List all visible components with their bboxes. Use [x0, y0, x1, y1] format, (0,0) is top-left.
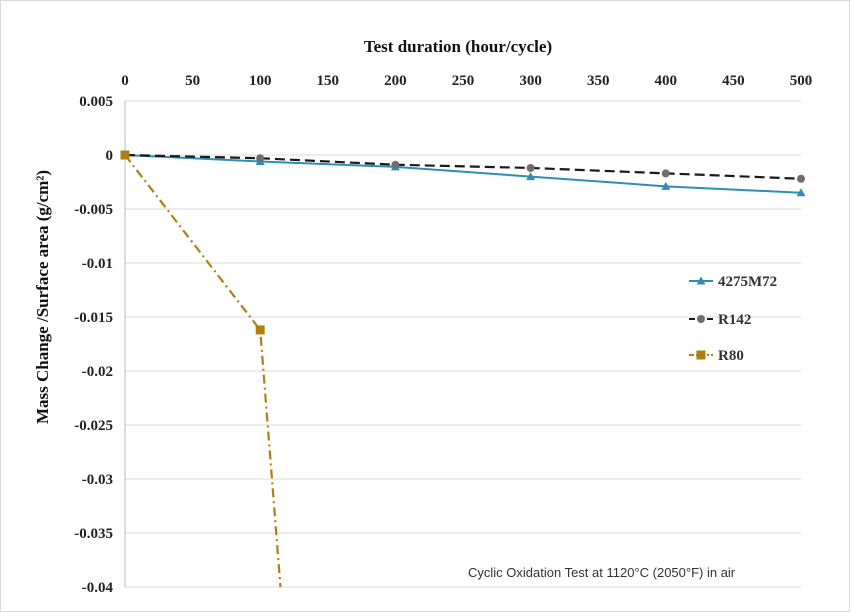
data-point-4275m72	[661, 181, 671, 190]
legend: 4275M72 R142 R80	[689, 274, 777, 364]
annotation-text: Cyclic Oxidation Test at 1120°C (2050°F)…	[468, 565, 736, 580]
legend-swatch-marker	[697, 315, 705, 323]
x-tick-label: 0	[121, 73, 129, 89]
y-tick-label: -0.01	[82, 256, 113, 272]
x-tick-label: 350	[587, 73, 610, 89]
series	[120, 150, 806, 588]
legend-label: R142	[718, 312, 751, 328]
legend-swatch-marker	[696, 276, 706, 285]
data-point-r142	[661, 169, 670, 178]
x-tick-label: 150	[317, 73, 340, 89]
y-tick-label: -0.04	[82, 580, 114, 596]
legend-entry-r80: R80	[689, 348, 744, 364]
series-r142	[121, 151, 805, 183]
y-tick-label: -0.03	[82, 472, 113, 488]
legend-label: 4275M72	[718, 274, 777, 290]
x-tick-label: 250	[452, 73, 475, 89]
x-tick-label: 300	[519, 73, 542, 89]
y-tick-label: -0.02	[82, 364, 113, 380]
series-line-r80	[124, 154, 282, 588]
data-point-r142	[256, 154, 265, 163]
y-axis-title: Mass Change /Surface area (g/cm²)	[33, 170, 52, 424]
data-point-4275m72	[526, 172, 536, 181]
x-axis-title: Test duration (hour/cycle)	[364, 37, 552, 56]
legend-swatch-marker	[696, 350, 706, 360]
x-tick-label: 100	[249, 73, 272, 89]
axes: 0.005 0 -0.005 -0.01 -0.015 -0.02 -0.025 -0.03 -…	[74, 73, 812, 596]
data-point-r142	[526, 163, 535, 172]
data-point-4275m72	[796, 188, 806, 197]
x-tick-label: 500	[790, 73, 813, 89]
y-tick-label: 0.005	[79, 94, 113, 110]
data-point-r142	[797, 174, 805, 183]
y-tick-label: -0.035	[74, 526, 113, 542]
y-tick-label: 0	[106, 148, 114, 164]
legend-label: R80	[718, 348, 744, 364]
series-line-r142	[124, 153, 802, 180]
y-tick-label: -0.015	[74, 310, 113, 326]
x-tick-label: 200	[384, 73, 407, 89]
legend-entry-r142: R142	[689, 312, 751, 328]
x-tick-label: 400	[655, 73, 678, 89]
y-tick-label: -0.025	[74, 418, 113, 434]
x-tick-label: 450	[722, 73, 745, 89]
series-r80	[120, 150, 282, 588]
annotation-box	[463, 558, 793, 586]
data-point-r142	[391, 160, 400, 169]
legend-entry-4275m72: 4275M72	[689, 274, 777, 290]
y-tick-label: -0.005	[74, 202, 113, 218]
x-tick-label: 50	[185, 73, 200, 89]
data-point-r80	[120, 150, 130, 160]
grid-lines	[125, 100, 801, 588]
data-point-r80	[255, 325, 265, 335]
series-line-4275m72	[124, 154, 802, 194]
